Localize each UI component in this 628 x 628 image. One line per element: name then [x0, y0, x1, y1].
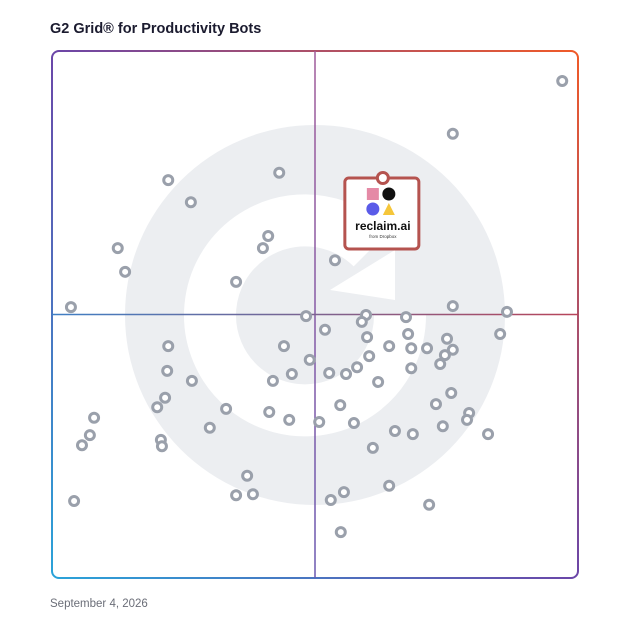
point	[334, 399, 347, 412]
point	[500, 305, 513, 318]
point	[383, 479, 396, 492]
point	[446, 127, 459, 140]
highlight-sublabel: from Dropbox	[369, 234, 397, 239]
point	[429, 398, 442, 411]
footer-date: September 4, 2026	[50, 598, 148, 610]
point	[313, 416, 326, 429]
highlight-label: reclaim.ai	[355, 219, 410, 233]
highlight-point	[375, 171, 390, 186]
point	[405, 362, 418, 375]
point	[300, 310, 313, 323]
point	[482, 428, 495, 441]
point	[266, 374, 279, 387]
point	[162, 174, 175, 187]
point	[556, 75, 569, 88]
point	[405, 342, 418, 355]
point	[445, 387, 458, 400]
point	[68, 495, 81, 508]
quadrant-lines	[52, 51, 578, 578]
point	[162, 340, 175, 353]
point	[230, 275, 243, 288]
point	[159, 391, 172, 404]
point	[383, 340, 396, 353]
point	[461, 413, 474, 426]
point	[494, 327, 507, 340]
point	[111, 242, 124, 255]
point	[402, 327, 415, 340]
point	[436, 420, 449, 433]
point	[318, 323, 331, 336]
point	[421, 342, 434, 355]
point	[277, 340, 290, 353]
point	[75, 439, 88, 452]
horizontal-divider	[52, 313, 578, 316]
point	[303, 353, 316, 366]
point	[241, 469, 254, 482]
point	[372, 375, 385, 388]
point	[64, 301, 77, 314]
point	[184, 196, 197, 209]
point	[285, 368, 298, 381]
point	[334, 526, 347, 539]
point	[434, 358, 447, 371]
point	[256, 242, 269, 255]
point	[441, 332, 454, 345]
point	[446, 343, 459, 356]
point	[366, 441, 379, 454]
point	[246, 488, 259, 501]
logo-dot	[366, 202, 380, 216]
point	[438, 349, 451, 362]
point	[340, 368, 353, 381]
point	[351, 361, 364, 374]
point	[155, 440, 168, 453]
point	[423, 498, 436, 511]
chart-title: G2 Grid® for Productivity Bots	[50, 21, 261, 37]
logo-triangle	[382, 203, 395, 216]
point	[88, 411, 101, 424]
point	[262, 229, 275, 242]
point	[151, 401, 164, 414]
point	[185, 374, 198, 387]
point	[388, 424, 401, 437]
point	[203, 421, 216, 434]
point	[328, 254, 341, 267]
points	[64, 75, 569, 539]
point	[363, 350, 376, 363]
point	[324, 494, 337, 507]
point	[230, 489, 243, 502]
point	[399, 311, 412, 324]
point	[446, 300, 459, 313]
point	[283, 413, 296, 426]
point	[337, 486, 350, 499]
point	[161, 364, 174, 377]
product-logo	[366, 187, 396, 216]
point	[263, 405, 276, 418]
point	[361, 331, 374, 344]
point	[347, 417, 360, 430]
logo-square	[366, 188, 379, 201]
point	[220, 402, 233, 415]
point	[406, 428, 419, 441]
point	[83, 429, 96, 442]
logo-dot	[382, 187, 396, 201]
point	[355, 315, 368, 328]
point	[119, 265, 132, 278]
point	[323, 366, 336, 379]
point	[273, 166, 286, 179]
